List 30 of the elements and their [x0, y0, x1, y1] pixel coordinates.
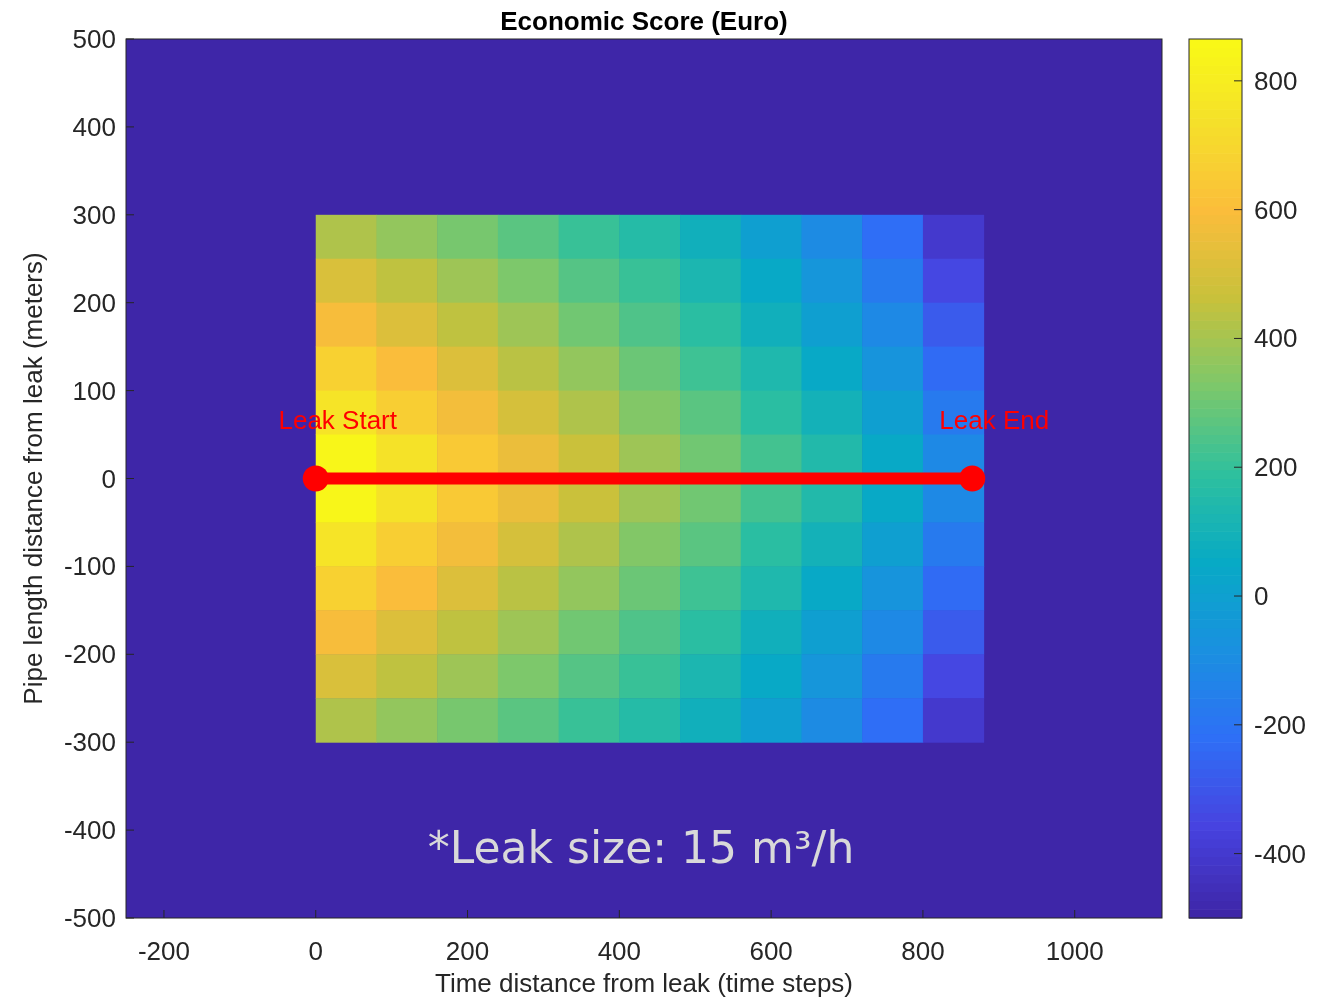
x-tick-label: 600 [749, 936, 793, 966]
y-tick-label: -100 [63, 551, 116, 582]
color-bar-label: 800 [1254, 65, 1298, 96]
y-tick-label: -200 [63, 639, 116, 670]
chart-title: Economic Score (Euro) [500, 6, 788, 36]
x-tick-label: -200 [137, 936, 190, 966]
x-tick-label: 1000 [1045, 936, 1104, 966]
color-bar-label: 200 [1254, 452, 1298, 483]
x-tick-label: 400 [597, 936, 642, 966]
y-axis-title: Pipe length distance from leak (meters) [18, 252, 48, 705]
x-tick-label: 0 [308, 936, 323, 966]
annotation: *Leak size: 15 m³/h [427, 822, 855, 873]
x-tick-label: 800 [901, 936, 945, 966]
y-tick-label: -300 [63, 727, 116, 758]
y-tick-label: -500 [63, 903, 116, 933]
y-tick-label: 100 [72, 375, 116, 406]
x-tick-label: 200 [445, 936, 490, 966]
color-bar-label: -200 [1254, 709, 1307, 740]
annotation: Leak End [939, 404, 1050, 435]
x-axis-title: Time distance from leak (time steps) [434, 968, 854, 998]
color-bar-label: 600 [1254, 194, 1298, 225]
color-bar-label: 400 [1254, 323, 1298, 354]
y-tick-label: 400 [72, 111, 116, 142]
y-tick-label: 0 [101, 463, 116, 494]
y-tick-label: 200 [72, 287, 116, 318]
color-bar-label: -400 [1254, 838, 1307, 869]
y-tick-label: -400 [63, 815, 116, 846]
color-bar-label: 0 [1254, 581, 1269, 612]
y-tick-label: 500 [72, 24, 116, 54]
y-tick-label: 300 [72, 199, 116, 230]
